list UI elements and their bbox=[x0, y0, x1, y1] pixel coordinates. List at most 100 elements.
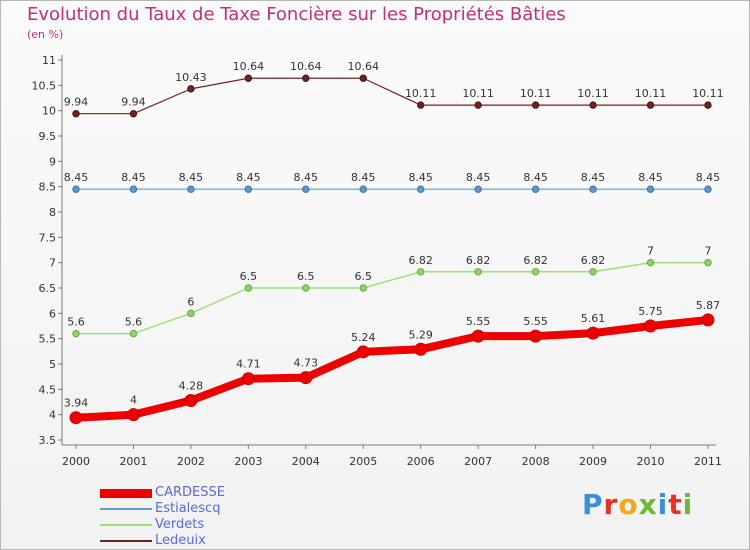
data-label-ledeuix: 10.11 bbox=[520, 87, 552, 100]
data-label-verdets: 6.5 bbox=[355, 270, 373, 283]
data-point-cardesse bbox=[529, 329, 543, 343]
data-point-ledeuix bbox=[646, 101, 655, 109]
legend-label-verdets: Verdets bbox=[155, 517, 205, 532]
data-label-ledeuix: 9.94 bbox=[64, 96, 89, 109]
legend-label-ledeuix: Ledeuix bbox=[155, 533, 206, 548]
data-label-verdets: 6.82 bbox=[408, 254, 433, 267]
logo-letter: x bbox=[638, 488, 658, 521]
data-point-verdets bbox=[359, 284, 367, 292]
data-point-verdets bbox=[474, 268, 482, 276]
data-point-cardesse bbox=[414, 342, 428, 356]
data-point-cardesse bbox=[644, 319, 657, 333]
legend-swatch-ledeuix bbox=[100, 540, 152, 542]
data-point-estialescq bbox=[474, 185, 482, 193]
series-line-cardesse bbox=[75, 315, 709, 422]
data-label-ledeuix: 10.11 bbox=[462, 87, 494, 100]
data-point-estialescq bbox=[359, 185, 367, 193]
data-label-verdets: 6.82 bbox=[581, 254, 606, 267]
data-label-estialescq: 8.45 bbox=[64, 171, 89, 184]
legend-swatch-estialescq bbox=[100, 508, 152, 510]
legend-item-cardesse[interactable]: CARDESSE bbox=[100, 485, 300, 501]
data-label-ledeuix: 10.64 bbox=[290, 60, 322, 73]
series-line-verdets bbox=[76, 261, 708, 335]
data-point-cardesse bbox=[586, 326, 600, 340]
proxiti-logo[interactable]: Proxiti bbox=[582, 488, 693, 521]
data-label-ledeuix: 10.11 bbox=[405, 87, 437, 100]
data-label-estialescq: 8.45 bbox=[523, 171, 548, 184]
data-label-ledeuix: 9.94 bbox=[121, 96, 146, 109]
data-point-cardesse bbox=[299, 371, 313, 385]
data-point-verdets bbox=[72, 329, 80, 338]
x-tick-label: 2003 bbox=[234, 455, 262, 468]
legend-swatch-cardesse bbox=[100, 488, 152, 498]
y-tick-label: 8.5 bbox=[39, 181, 57, 194]
y-tick-label: 9 bbox=[49, 155, 56, 168]
y-tick-label: 10.5 bbox=[32, 79, 57, 92]
data-label-cardesse: 5.55 bbox=[523, 315, 548, 328]
data-label-verdets: 7 bbox=[704, 245, 711, 258]
data-point-verdets bbox=[646, 258, 655, 267]
data-label-verdets: 6.82 bbox=[523, 254, 548, 267]
x-tick-label: 2010 bbox=[637, 455, 665, 468]
data-point-ledeuix bbox=[302, 74, 310, 82]
data-point-estialescq bbox=[646, 185, 655, 193]
data-point-cardesse bbox=[356, 345, 370, 359]
data-point-estialescq bbox=[72, 185, 80, 193]
data-label-estialescq: 8.45 bbox=[121, 171, 146, 184]
data-point-estialescq bbox=[244, 185, 253, 193]
data-point-ledeuix bbox=[704, 101, 712, 109]
logo-letter: t bbox=[668, 488, 683, 521]
data-label-verdets: 5.6 bbox=[67, 316, 85, 329]
unit-label: (en %) bbox=[27, 28, 64, 41]
series-line-ledeuix bbox=[76, 77, 708, 115]
data-label-cardesse: 4.71 bbox=[236, 358, 261, 371]
data-point-ledeuix bbox=[359, 74, 367, 82]
data-point-verdets bbox=[589, 268, 597, 276]
legend-label-estialescq: Estialescq bbox=[155, 501, 221, 516]
data-point-estialescq bbox=[417, 185, 425, 193]
y-tick-label: 6 bbox=[49, 307, 56, 320]
legend: CARDESSE Estialescq Verdets Ledeuix bbox=[100, 485, 300, 549]
data-label-ledeuix: 10.11 bbox=[692, 87, 724, 100]
y-tick-label: 4 bbox=[49, 409, 56, 422]
data-point-estialescq bbox=[704, 185, 712, 193]
x-tick-label: 2004 bbox=[292, 455, 320, 468]
data-label-cardesse: 3.94 bbox=[64, 397, 89, 410]
data-label-estialescq: 8.45 bbox=[179, 171, 204, 184]
legend-swatch-verdets bbox=[100, 524, 152, 526]
data-label-cardesse: 4 bbox=[130, 394, 137, 407]
data-label-cardesse: 5.24 bbox=[351, 331, 376, 344]
data-point-cardesse bbox=[126, 408, 140, 422]
data-label-ledeuix: 10.64 bbox=[348, 60, 380, 73]
y-tick-label: 3.5 bbox=[39, 434, 57, 447]
y-tick-label: 8 bbox=[49, 206, 56, 219]
legend-item-estialescq[interactable]: Estialescq bbox=[100, 501, 300, 517]
data-label-ledeuix: 10.11 bbox=[635, 87, 667, 100]
data-point-cardesse bbox=[69, 411, 83, 425]
data-label-verdets: 6.5 bbox=[240, 270, 258, 283]
data-point-cardesse bbox=[241, 372, 255, 386]
data-point-ledeuix bbox=[72, 110, 80, 118]
data-point-verdets bbox=[704, 258, 712, 267]
data-label-ledeuix: 10.43 bbox=[175, 71, 207, 84]
data-label-cardesse: 5.29 bbox=[408, 328, 433, 341]
data-point-cardesse bbox=[701, 313, 715, 327]
data-point-ledeuix bbox=[589, 101, 597, 109]
data-point-verdets bbox=[187, 309, 195, 318]
data-label-estialescq: 8.45 bbox=[408, 171, 433, 184]
data-point-cardesse bbox=[471, 329, 485, 343]
data-label-estialescq: 8.45 bbox=[351, 171, 376, 184]
legend-item-verdets[interactable]: Verdets bbox=[100, 517, 300, 533]
data-point-ledeuix bbox=[244, 74, 253, 82]
data-label-verdets: 5.6 bbox=[125, 316, 143, 329]
data-label-verdets: 6 bbox=[187, 295, 194, 308]
y-tick-label: 11 bbox=[42, 54, 56, 67]
data-label-cardesse: 4.73 bbox=[294, 357, 319, 370]
data-point-cardesse bbox=[184, 393, 198, 407]
data-label-verdets: 7 bbox=[647, 245, 654, 258]
legend-item-ledeuix[interactable]: Ledeuix bbox=[100, 533, 300, 549]
data-label-ledeuix: 10.11 bbox=[577, 87, 609, 100]
data-point-estialescq bbox=[531, 185, 540, 193]
